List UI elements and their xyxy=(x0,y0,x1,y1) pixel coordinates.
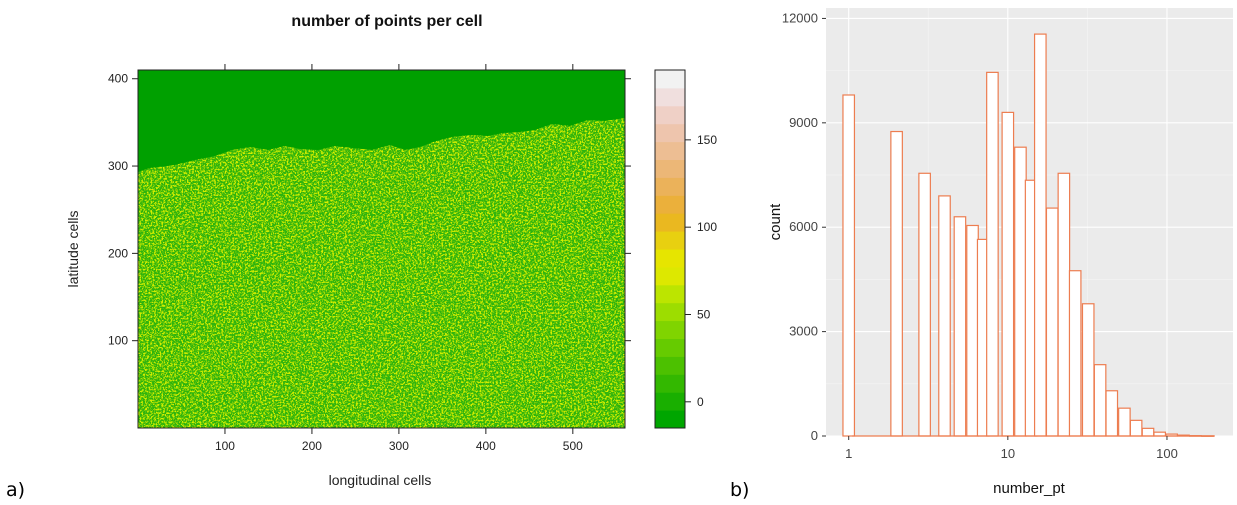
colorbar-swatch xyxy=(655,410,685,429)
colorbar-swatch xyxy=(655,338,685,357)
colorbar-swatch xyxy=(655,356,685,375)
histogram-bar xyxy=(953,216,967,437)
histogram-x-label: number_pt xyxy=(993,480,1066,497)
colorbar-frame xyxy=(654,69,686,429)
heatmap-title: number of points per cell xyxy=(291,13,482,30)
histogram-bar xyxy=(918,172,931,437)
colorbar-swatch xyxy=(655,320,685,339)
colorbar-swatch xyxy=(655,195,685,214)
histogram-bars xyxy=(842,33,1215,437)
histogram-bar xyxy=(1105,390,1119,437)
colorbar-swatch xyxy=(655,159,685,178)
histogram-bar xyxy=(1118,407,1131,437)
histogram-bar xyxy=(1093,364,1107,437)
heatmap-y-tick-label: 100 xyxy=(108,334,128,348)
histogram-x-tick-label: 10 xyxy=(1001,446,1015,461)
histogram-y-label: count xyxy=(767,203,784,241)
histogram-bar xyxy=(1129,419,1143,437)
colorbar-swatch xyxy=(655,70,685,89)
histogram-bar xyxy=(1068,270,1082,437)
histogram-bar xyxy=(966,224,979,437)
heatmap-y-label: latitude cells xyxy=(65,210,81,287)
histogram-x-tick-label: 1 xyxy=(845,446,852,461)
heatmap-y-tick-label: 200 xyxy=(108,246,128,260)
heatmap-x-tick-label: 400 xyxy=(476,439,496,453)
colorbar-swatch xyxy=(655,123,685,143)
heatmap-y-tick-label: 400 xyxy=(108,72,128,86)
heatmap-x-tick-label: 100 xyxy=(215,439,235,453)
colorbar-swatch xyxy=(655,87,685,107)
colorbar-tick-label: 0 xyxy=(697,395,704,409)
heatmap-x-tick-label: 200 xyxy=(302,439,322,453)
colorbar-swatch xyxy=(655,374,685,393)
colorbar-axis: 0 50 100 150 xyxy=(685,133,717,409)
heatmap-y-axis: 100 200 300 400 xyxy=(108,72,631,348)
colorbar-swatch xyxy=(655,302,685,322)
histogram-bar xyxy=(1045,207,1059,437)
colorbar-swatch xyxy=(655,213,685,232)
histogram-x-axis: 1 10 100 xyxy=(845,436,1178,461)
histogram-bar xyxy=(1001,111,1015,437)
heatmap-x-label: longitudinal cells xyxy=(329,472,432,488)
panel-label-a: a) xyxy=(6,479,26,501)
heatmap-land xyxy=(138,118,625,428)
colorbar-swatch xyxy=(655,177,685,196)
histogram-x-tick-label: 100 xyxy=(1156,446,1178,461)
histogram-bar xyxy=(842,94,856,437)
heatmap-y-tick-label: 300 xyxy=(108,159,128,173)
histogram-y-tick-label: 12000 xyxy=(782,10,818,25)
heatmap-x-tick-label: 300 xyxy=(389,439,409,453)
colorbar-swatch xyxy=(655,249,685,268)
heatmap-x-axis: 100 200 300 400 500 xyxy=(215,64,583,453)
histogram-y-tick-label: 3000 xyxy=(789,324,818,339)
histogram-y-tick-label: 6000 xyxy=(789,219,818,234)
histogram-bar xyxy=(938,195,951,437)
heatmap-frame xyxy=(137,69,626,429)
colorbar-tick-label: 100 xyxy=(697,220,717,234)
histogram-bar xyxy=(1141,427,1155,437)
histogram-bar xyxy=(1014,146,1027,437)
histogram-bar xyxy=(1081,303,1095,437)
histogram-y-tick-label: 9000 xyxy=(789,115,818,130)
histogram-bar xyxy=(986,71,999,437)
colorbar-swatch xyxy=(655,231,685,250)
heatmap-x-tick-label: 500 xyxy=(563,439,583,453)
histogram-y-tick-label: 0 xyxy=(811,428,818,443)
colorbar-swatch xyxy=(655,284,685,304)
colorbar xyxy=(655,70,685,429)
colorbar-swatch xyxy=(655,266,685,286)
heatmap-chart: number of points per cell 100 200 300 400 50… xyxy=(65,13,717,488)
colorbar-tick-label: 150 xyxy=(697,133,717,147)
histogram-bar xyxy=(1057,172,1071,437)
colorbar-tick-label: 50 xyxy=(697,307,711,321)
histogram-y-axis: 0 3000 6000 9000 12000 xyxy=(782,10,826,443)
colorbar-swatch xyxy=(655,105,685,125)
histogram-bar xyxy=(1033,33,1047,437)
colorbar-swatch xyxy=(655,141,685,160)
histogram-chart: 1 10 100 0 3000 6000 9000 12000 number_pt coun… xyxy=(767,8,1233,497)
histogram-bar xyxy=(890,130,903,437)
colorbar-swatch xyxy=(655,392,685,411)
panel-label-b: b) xyxy=(730,479,750,501)
